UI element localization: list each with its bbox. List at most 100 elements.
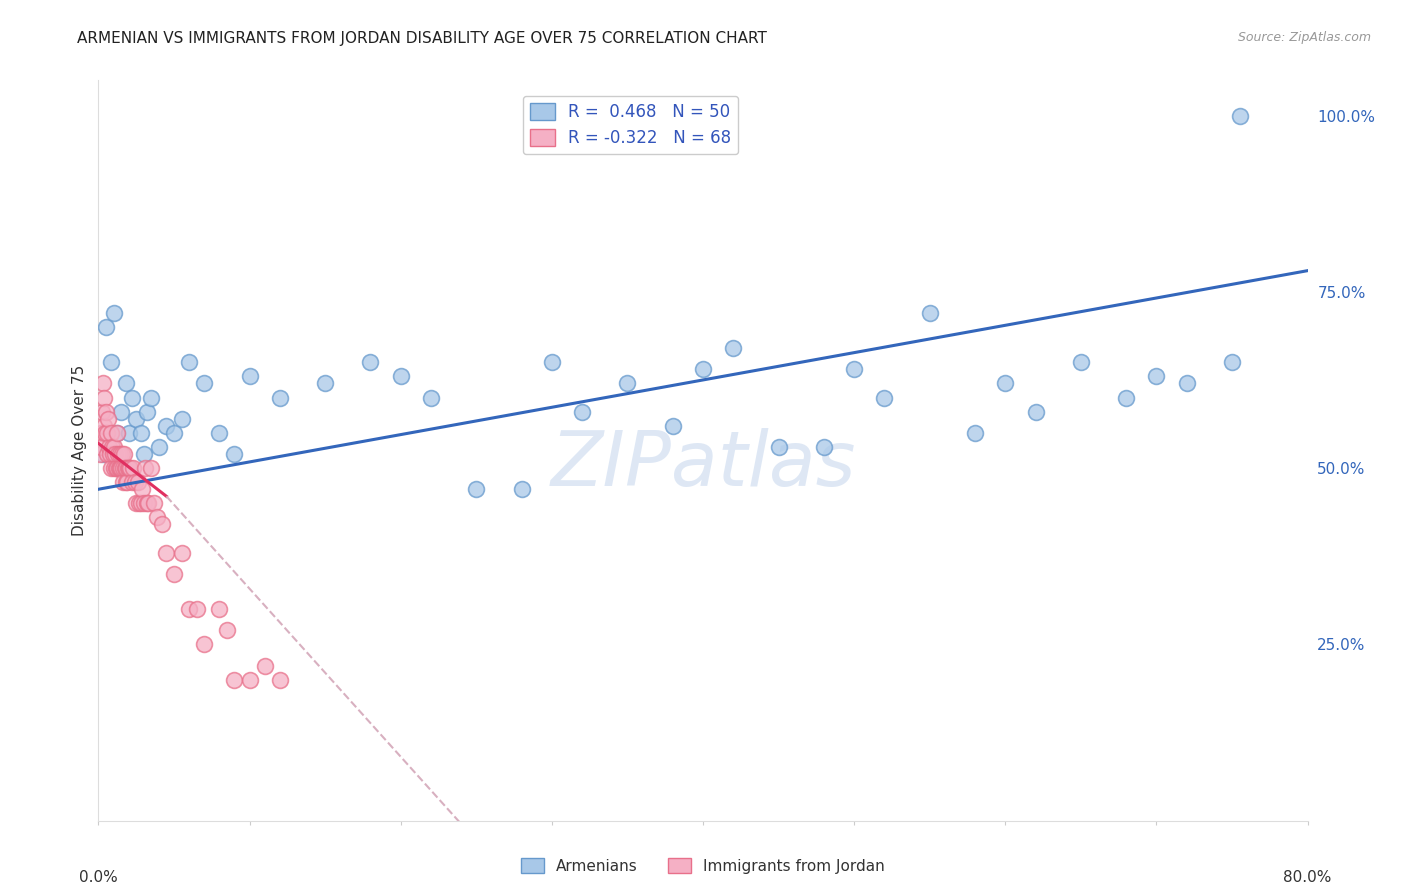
Point: [179, 355, 201, 369]
Point: [155, 546, 177, 560]
Point: [105, 425, 128, 440]
Point: [163, 425, 186, 440]
Point: [112, 447, 135, 461]
Point: [616, 376, 638, 391]
Point: [420, 391, 443, 405]
Point: [141, 391, 163, 405]
Point: [239, 673, 262, 687]
Point: [93, 418, 115, 433]
Point: [114, 376, 136, 391]
Point: [110, 405, 132, 419]
Point: [208, 602, 231, 616]
Point: [510, 482, 533, 496]
Point: [723, 341, 745, 355]
Point: [125, 411, 148, 425]
Point: [239, 369, 262, 384]
Point: [170, 546, 193, 560]
Point: [114, 461, 136, 475]
Point: [1115, 391, 1137, 405]
Point: [94, 405, 117, 419]
Point: [994, 376, 1017, 391]
Point: [105, 461, 128, 475]
Point: [135, 496, 157, 510]
Point: [692, 362, 714, 376]
Text: ZIPatlas: ZIPatlas: [550, 428, 856, 502]
Point: [94, 320, 117, 334]
Point: [918, 306, 941, 320]
Point: [114, 475, 136, 490]
Point: [389, 369, 412, 384]
Point: [269, 391, 291, 405]
Point: [873, 391, 896, 405]
Point: [129, 496, 152, 510]
Point: [844, 362, 866, 376]
Point: [121, 391, 143, 405]
Point: [91, 447, 114, 461]
Point: [127, 475, 149, 490]
Point: [540, 355, 562, 369]
Point: [90, 425, 112, 440]
Text: Source: ZipAtlas.com: Source: ZipAtlas.com: [1237, 31, 1371, 45]
Point: [117, 461, 139, 475]
Text: 0.0%: 0.0%: [79, 870, 118, 885]
Point: [104, 461, 127, 475]
Text: ARMENIAN VS IMMIGRANTS FROM JORDAN DISABILITY AGE OVER 75 CORRELATION CHART: ARMENIAN VS IMMIGRANTS FROM JORDAN DISAB…: [77, 31, 768, 46]
Point: [179, 602, 201, 616]
Point: [91, 376, 114, 391]
Point: [132, 447, 155, 461]
Point: [571, 405, 593, 419]
Point: [813, 440, 835, 454]
Point: [253, 658, 276, 673]
Point: [115, 475, 138, 490]
Point: [215, 624, 238, 638]
Point: [134, 461, 156, 475]
Point: [96, 425, 118, 440]
Point: [1024, 405, 1046, 419]
Point: [108, 461, 131, 475]
Point: [146, 510, 169, 524]
Point: [186, 602, 208, 616]
Point: [108, 447, 131, 461]
Point: [193, 376, 215, 391]
Point: [118, 461, 141, 475]
Point: [193, 637, 215, 651]
Point: [90, 440, 112, 454]
Point: [1220, 355, 1243, 369]
Point: [111, 447, 134, 461]
Point: [141, 461, 163, 475]
Point: [125, 496, 148, 510]
Point: [118, 425, 141, 440]
Point: [111, 475, 134, 490]
Point: [97, 411, 120, 425]
Point: [661, 418, 683, 433]
Point: [94, 425, 117, 440]
Point: [103, 306, 125, 320]
Point: [100, 425, 122, 440]
Legend: Armenians, Immigrants from Jordan: Armenians, Immigrants from Jordan: [515, 852, 891, 880]
Point: [135, 405, 157, 419]
Point: [148, 440, 170, 454]
Point: [91, 405, 114, 419]
Point: [120, 461, 142, 475]
Point: [224, 447, 246, 461]
Point: [132, 496, 155, 510]
Point: [155, 418, 177, 433]
Point: [163, 566, 186, 581]
Point: [170, 411, 193, 425]
Point: [101, 447, 124, 461]
Point: [768, 440, 790, 454]
Point: [104, 447, 127, 461]
Legend: R =  0.468   N = 50, R = -0.322   N = 68: R = 0.468 N = 50, R = -0.322 N = 68: [523, 96, 738, 154]
Point: [96, 447, 118, 461]
Point: [100, 461, 122, 475]
Point: [129, 425, 152, 440]
Point: [105, 425, 128, 440]
Point: [124, 475, 146, 490]
Point: [128, 496, 150, 510]
Point: [136, 496, 159, 510]
Point: [112, 461, 135, 475]
Point: [110, 461, 132, 475]
Point: [107, 447, 129, 461]
Point: [150, 517, 173, 532]
Point: [1229, 109, 1251, 123]
